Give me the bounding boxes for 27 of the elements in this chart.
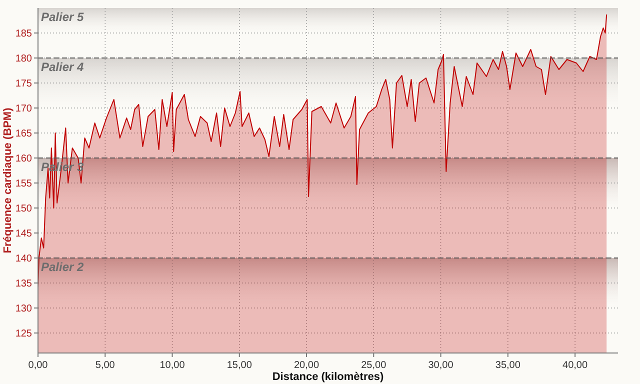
y-tick-label: 155 [15,178,32,190]
x-tick-label: 20,00 [294,360,320,371]
band-label: Palier 2 [41,260,84,274]
x-tick-label: 25,00 [361,360,387,371]
x-tick-label: 0,00 [28,360,48,371]
band-label: Palier 4 [41,60,84,74]
y-tick-label: 150 [15,204,32,214]
y-tick-label: 125 [15,328,32,340]
band-label: Palier 5 [41,10,84,24]
y-tick-label: 185 [15,28,32,40]
y-tick-label: 145 [15,228,32,240]
y-tick-label: 140 [15,254,32,264]
x-tick-label: 30,00 [428,360,454,371]
y-axis-title: Fréquence cardiaque (BPM) [2,107,14,254]
y-tick-label: 135 [15,278,32,290]
y-tick-label: 170 [15,104,32,114]
x-tick-label: 40,00 [562,360,588,371]
y-tick-label: 175 [15,78,32,90]
x-tick-label: 10,00 [160,360,186,371]
x-axis-title: Distance (kilomètres) [272,371,384,383]
y-tick-label: 130 [15,304,32,314]
y-tick-label: 160 [15,154,32,164]
y-tick-label: 180 [15,54,32,64]
x-tick-label: 15,00 [226,360,252,371]
x-tick-label: 5,00 [95,360,116,371]
x-tick-label: 35,00 [495,360,521,371]
y-tick-label: 165 [15,128,32,140]
